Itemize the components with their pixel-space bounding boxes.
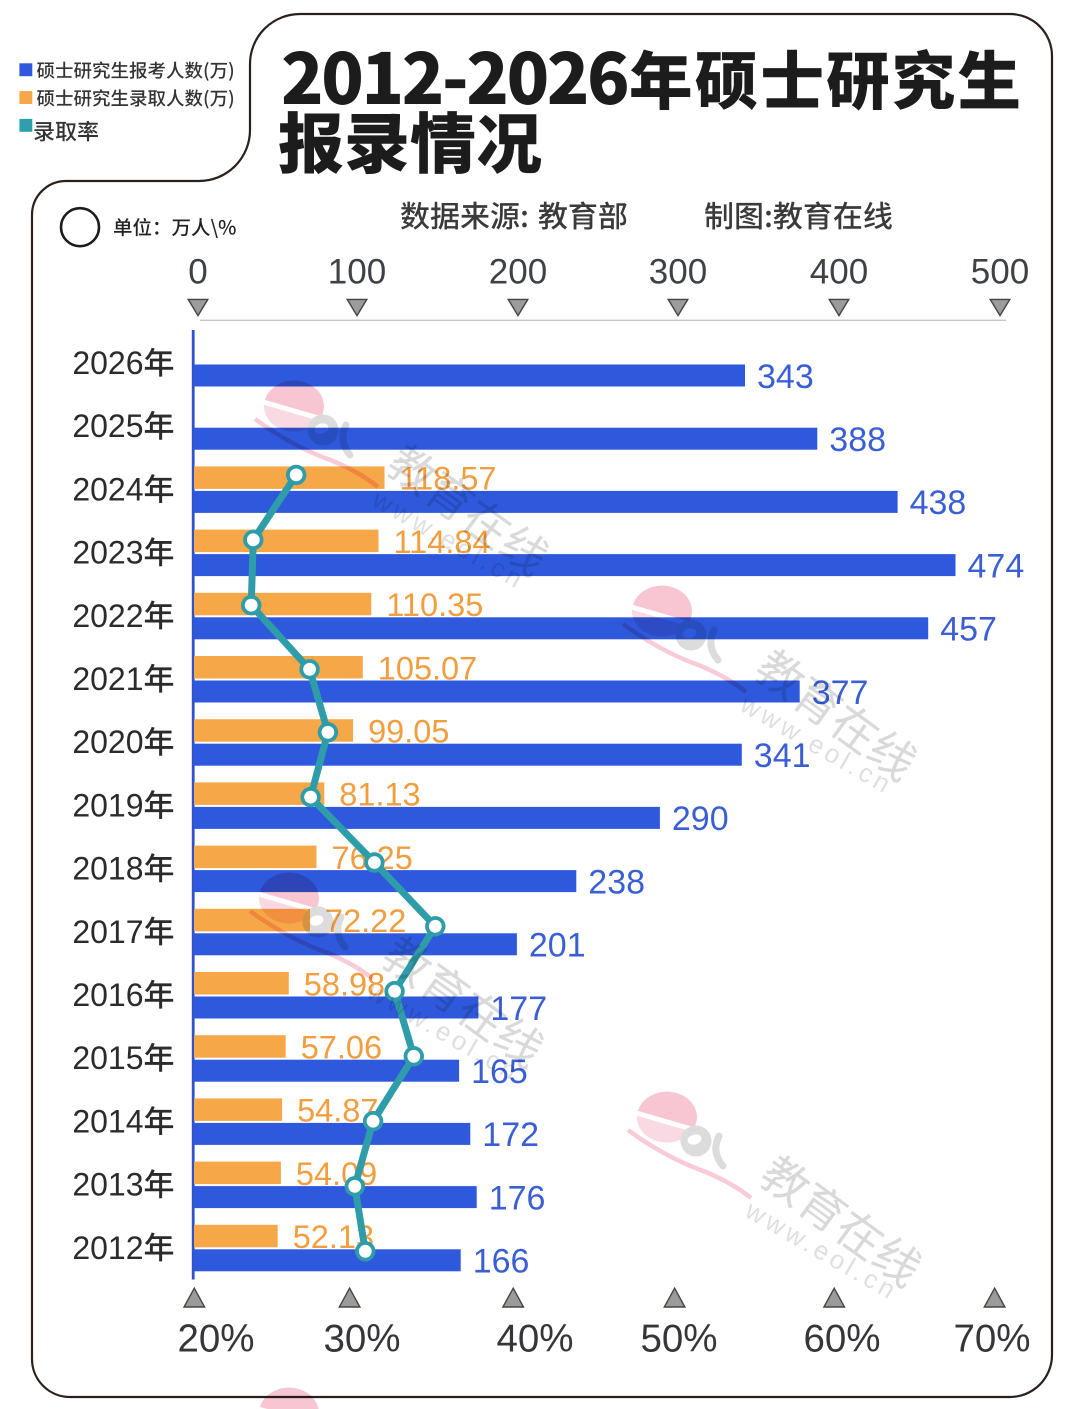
svg-text:2013: 2013 [72,1167,143,1203]
svg-text:2018: 2018 [72,851,143,887]
svg-text:2022: 2022 [72,598,143,634]
svg-text:114.84: 114.84 [394,524,491,560]
svg-text:176: 176 [489,1179,546,1217]
svg-text:343: 343 [757,358,814,396]
svg-text:57.06: 57.06 [301,1030,382,1066]
svg-text:457: 457 [940,611,997,649]
svg-text:377: 377 [812,674,869,712]
svg-text:290: 290 [672,800,729,838]
svg-text:2024: 2024 [72,471,143,507]
svg-text:2015: 2015 [72,1040,143,1076]
svg-text:2019: 2019 [72,787,143,823]
svg-text:500: 500 [971,253,1029,292]
svg-text:58.98: 58.98 [304,966,385,1002]
svg-text:2016: 2016 [72,977,143,1013]
svg-text:2021: 2021 [72,661,143,697]
svg-text:81.13: 81.13 [339,777,420,813]
svg-text:2014: 2014 [72,1103,143,1139]
svg-text:50%: 50% [640,1318,717,1361]
svg-text:100: 100 [328,253,386,292]
svg-text:105.07: 105.07 [378,650,477,686]
svg-text:30%: 30% [323,1318,400,1361]
svg-text:166: 166 [473,1243,530,1281]
svg-text:200: 200 [489,253,547,292]
svg-text:2023: 2023 [72,535,143,571]
svg-text:2026: 2026 [72,345,143,381]
svg-text:341: 341 [754,737,811,775]
svg-text:2017: 2017 [72,914,143,950]
svg-text:60%: 60% [803,1318,880,1361]
svg-text:20%: 20% [177,1318,254,1361]
svg-text:400: 400 [810,253,868,292]
svg-text:110.35: 110.35 [386,587,483,623]
svg-text:474: 474 [968,547,1025,585]
svg-text:0: 0 [188,253,207,292]
svg-text:40%: 40% [496,1318,573,1361]
svg-text:2012: 2012 [72,1230,143,1266]
svg-text:70%: 70% [953,1318,1030,1361]
svg-text:388: 388 [829,421,886,459]
svg-text:300: 300 [649,253,707,292]
svg-text:238: 238 [588,863,645,901]
svg-text:172: 172 [482,1116,539,1154]
svg-text:2020: 2020 [72,724,143,760]
svg-text:99.05: 99.05 [368,714,449,750]
svg-text:201: 201 [529,927,586,965]
svg-text:2025: 2025 [72,408,143,444]
svg-text:438: 438 [910,484,967,522]
